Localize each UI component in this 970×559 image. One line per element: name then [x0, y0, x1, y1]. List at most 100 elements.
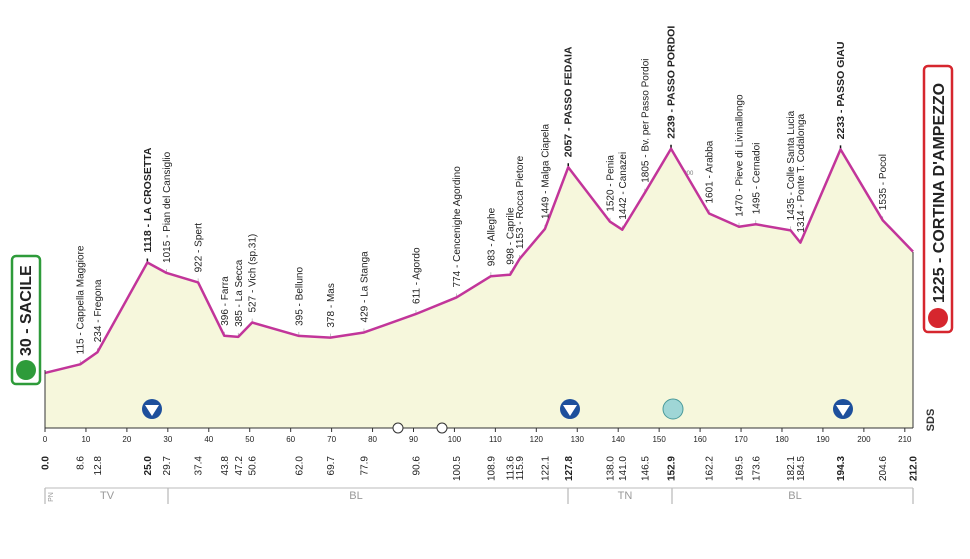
region-label: PN	[48, 492, 55, 502]
waypoint-label: 115 - Cappella Maggiore	[76, 245, 87, 354]
km-label: 8.6	[76, 456, 87, 470]
km-label: 169.5	[734, 456, 745, 481]
waypoint-label: 2057 - PASSO FEDAIA	[563, 46, 575, 157]
region-label: BL	[349, 490, 362, 502]
start-icon	[16, 360, 36, 380]
waypoint-label: 1015 - Pian del Cansiglio	[162, 151, 173, 263]
km-label: 146.5	[640, 456, 651, 481]
km-label: 113.6	[506, 456, 517, 481]
climb-icon-arrow	[145, 405, 159, 416]
waypoint-label: 1449 - Malga Ciapela	[540, 123, 551, 218]
km-label: 43.8	[220, 456, 231, 476]
waypoint-label: 1118 - LA CROSETTA	[142, 147, 154, 252]
km-label: 182.1	[786, 456, 797, 481]
km-label: 184.5	[796, 456, 807, 481]
waypoint-label: 234 - Fregona	[93, 279, 104, 342]
waypoint-label: 1601 - Arabba	[705, 140, 716, 203]
waypoint-label: 2233 - PASSO GIAU	[835, 42, 847, 140]
waypoint-label: 774 - Cencenighe Agordino	[452, 166, 463, 288]
x-tick-label: 80	[368, 435, 377, 444]
sprint-icon	[436, 422, 448, 434]
x-tick-label: 200	[857, 435, 871, 444]
km-label: 12.8	[93, 456, 104, 476]
waypoint-label: 1495 - Cernadoi	[751, 143, 762, 215]
x-tick-label: 30	[163, 435, 172, 444]
icons	[142, 398, 853, 434]
km-label: 47.2	[234, 456, 245, 476]
climb-icon-arrow	[563, 405, 577, 416]
x-tick-label: 120	[530, 435, 544, 444]
x-tick-label: 10	[81, 435, 90, 444]
x-tick-label: 100	[448, 435, 462, 444]
km-label: 162.2	[705, 456, 716, 481]
waypoint-label: 378 - Mas	[326, 283, 337, 327]
sprint-icon	[392, 422, 404, 434]
km-label: 29.7	[162, 456, 173, 476]
waypoint-label: 1535 - Pocol	[878, 154, 889, 210]
logo: SDS	[925, 409, 937, 432]
waypoint-label: 1153 - Rocca Pietore	[515, 155, 526, 249]
x-tick-label: 50	[245, 435, 254, 444]
finish-label: 1225 - CORTINA D'AMPEZZO	[931, 83, 948, 303]
x-tick-label: 40	[204, 435, 213, 444]
km-label: 138.0	[606, 456, 617, 481]
x-tick-label: 150	[652, 435, 666, 444]
profile-line	[44, 147, 914, 375]
region-label: TV	[100, 490, 115, 502]
profile-area	[45, 148, 913, 428]
x-tick-label: 140	[612, 435, 626, 444]
km-label: 50.6	[248, 456, 259, 476]
start-label: 30 - SACILE	[18, 265, 35, 356]
waypoint-label: 611 - Agordo	[411, 247, 422, 304]
x-tick-label: 210	[898, 435, 912, 444]
km-label: 108.9	[486, 456, 497, 481]
finish-box	[922, 64, 954, 334]
start-box	[10, 254, 42, 386]
km-label: 141.0	[618, 456, 629, 481]
waypoint-label: 429 - La Stanga	[359, 251, 370, 323]
km-label: 100.5	[452, 456, 463, 481]
x-tick-label: 170	[734, 435, 748, 444]
x-tick-label: 90	[409, 435, 418, 444]
km-label: 122.1	[540, 456, 551, 481]
cima-coppi-icon	[662, 398, 684, 420]
km-label: 62.0	[294, 456, 305, 476]
x-tick-label: 160	[693, 435, 707, 444]
waypoint-label: 1805 - Bv. per Passo Pordoi	[640, 58, 651, 182]
km-label: 0.0	[41, 456, 52, 470]
waypoint-label: 385 - La Secca	[234, 259, 245, 327]
waypoint-label: 1442 - Canazei	[618, 152, 629, 220]
x-tick-label: 190	[816, 435, 830, 444]
waypoint-label: 922 - Spert	[194, 223, 205, 273]
km-label: 173.6	[751, 456, 762, 481]
km-label: 90.6	[411, 456, 422, 476]
km-label: 115.9	[515, 456, 526, 481]
x-tick-label: 0	[43, 435, 48, 444]
waypoint-label: 1520 - Penia	[606, 155, 617, 212]
x-tick-label: 180	[775, 435, 789, 444]
waypoint-label: 2239 - PASSO PORDOI	[666, 26, 678, 139]
waypoint-label: 1435 - Colle Santa Lucia	[786, 110, 797, 220]
region-label: TN	[618, 490, 633, 502]
finish-icon	[928, 308, 948, 328]
waypoint-label: 396 - Farra	[220, 276, 231, 326]
x-tick-label: 20	[122, 435, 131, 444]
waypoint-label: 1470 - Pieve di Livinallongo	[734, 94, 745, 217]
km-label: 25.0	[143, 456, 154, 476]
km-label: 69.7	[326, 456, 337, 476]
x-tick-label: 110	[489, 435, 502, 444]
km-label: 152.9	[667, 456, 678, 481]
region-label: BL	[788, 490, 801, 502]
km-label: 37.4	[194, 456, 205, 476]
km-label: 127.8	[564, 456, 575, 481]
waypoint-label: 395 - Belluno	[294, 267, 305, 326]
waypoint-label: 527 - Vich (sp.31)	[248, 234, 259, 313]
x-tick-label: 130	[571, 435, 585, 444]
km-label: 77.9	[359, 456, 370, 476]
waypoint-label: 998 - Caprile	[506, 207, 517, 265]
waypoint-label: 983 - Alleghe	[486, 207, 497, 266]
x-tick-label: 70	[327, 435, 336, 444]
climb-icon-arrow	[836, 405, 850, 416]
km-label: 212.0	[909, 456, 920, 481]
